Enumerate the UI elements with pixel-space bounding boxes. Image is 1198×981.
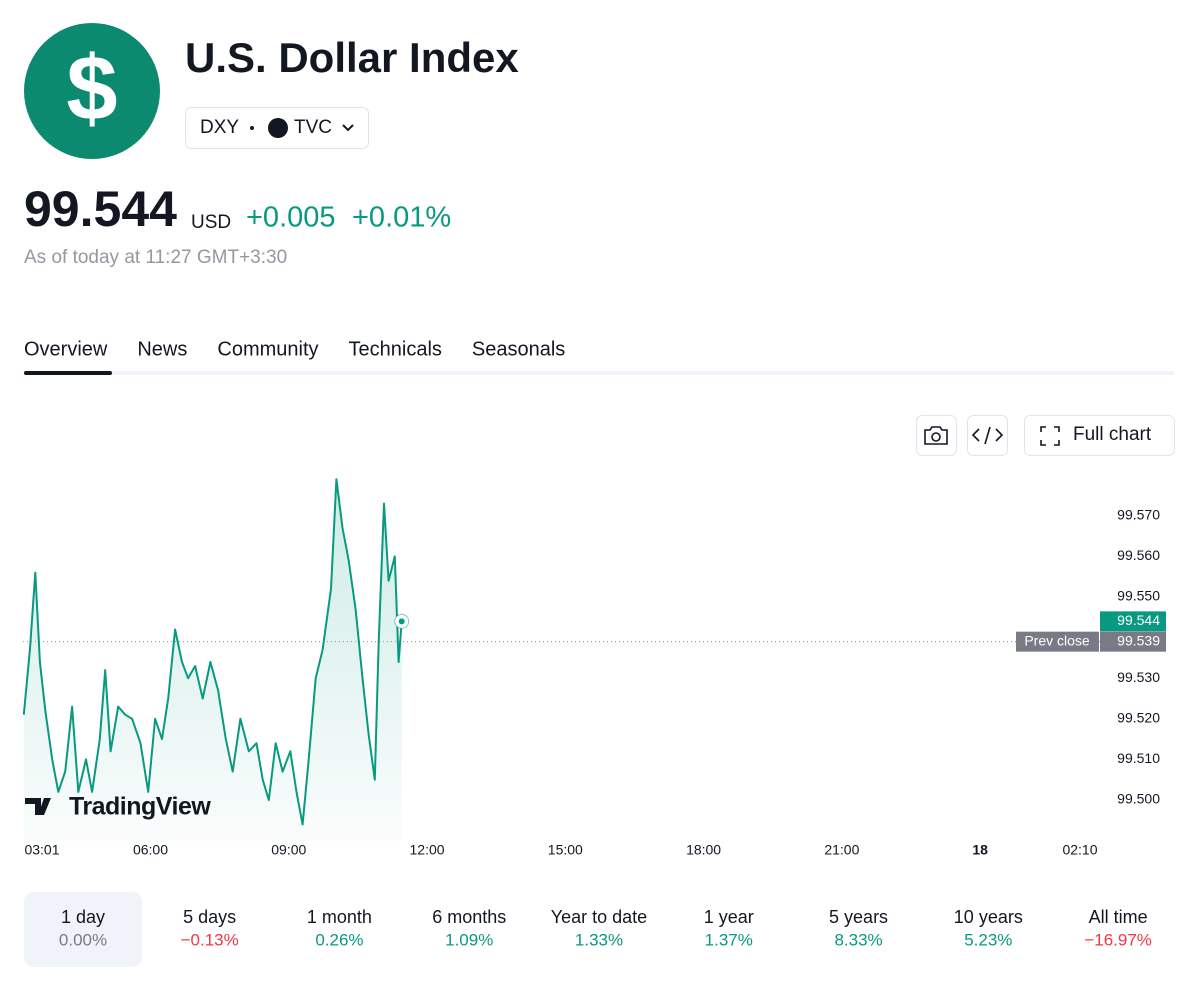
x-tick-label: 21:00	[824, 842, 859, 858]
y-tick-label: 99.530	[1117, 669, 1160, 685]
x-tick-label: 03:01	[24, 842, 59, 858]
period-active-bg	[24, 892, 142, 967]
period-label[interactable]: 1 day	[61, 907, 105, 927]
x-tick-label: 15:00	[548, 842, 583, 858]
tab[interactable]: Seasonals	[472, 338, 565, 360]
exchange-logo	[268, 118, 288, 138]
symbol-logo	[24, 23, 160, 159]
period-change: 1.09%	[445, 930, 493, 949]
symbol-icon: $	[66, 37, 117, 139]
tab[interactable]: Community	[217, 338, 318, 360]
last-point	[398, 618, 405, 625]
period-change: 5.23%	[964, 930, 1012, 949]
prev-close-value: 99.539	[1117, 632, 1160, 648]
last-price-box	[1100, 611, 1166, 632]
snapshot-button[interactable]	[916, 415, 957, 456]
currency: USD	[191, 212, 231, 233]
period-change: 1.37%	[705, 930, 753, 949]
tab[interactable]: News	[137, 338, 187, 360]
code-icon	[971, 426, 1004, 445]
prev-close-tag	[1016, 631, 1099, 652]
ticker: DXY	[200, 117, 239, 138]
tab[interactable]: Technicals	[349, 338, 442, 360]
change: +0.005	[246, 202, 336, 234]
period-change: 8.33%	[834, 930, 882, 949]
watermark-logo	[25, 798, 51, 815]
period-label[interactable]: Year to date	[551, 907, 647, 927]
y-tick-label: 99.510	[1117, 750, 1160, 766]
expand-icon	[1040, 426, 1060, 446]
period-label[interactable]: 1 month	[307, 907, 372, 927]
camera-icon	[924, 426, 948, 445]
chevron	[342, 124, 354, 132]
last-price-label: 99.544	[1117, 612, 1160, 628]
period-label[interactable]: 1 year	[704, 907, 754, 927]
prev-close-box	[1100, 631, 1166, 652]
y-tick-label: 99.560	[1117, 547, 1160, 563]
x-tick-label: 12:00	[410, 842, 445, 858]
period-label[interactable]: 10 years	[954, 907, 1023, 927]
x-tick-label: 02:10	[1062, 842, 1097, 858]
period-change: 0.00%	[59, 930, 107, 949]
x-tick-label: 18:00	[686, 842, 721, 858]
x-tick-label: 09:00	[271, 842, 306, 858]
tab-underline	[24, 371, 112, 375]
camera-lens	[931, 432, 941, 442]
separator	[250, 126, 254, 130]
period-label[interactable]: 6 months	[432, 907, 506, 927]
price-line	[22, 478, 403, 826]
period-change: 0.26%	[315, 930, 363, 949]
y-tick-label: 99.500	[1117, 791, 1160, 807]
full-chart-button[interactable]	[1024, 415, 1175, 456]
x-tick-label: 06:00	[133, 842, 168, 858]
exchange: TVC	[294, 117, 332, 138]
y-tick-label: 99.550	[1117, 588, 1160, 604]
change-percent: +0.01%	[352, 202, 451, 234]
period-label[interactable]: All time	[1089, 907, 1148, 927]
timestamp: As of today at 11:27 GMT+3:30	[24, 247, 287, 268]
period-change: −0.13%	[181, 930, 239, 949]
area	[23, 479, 402, 841]
period-change: 1.33%	[575, 930, 623, 949]
period-label[interactable]: 5 days	[183, 907, 236, 927]
x-tick-label: 18	[972, 842, 988, 858]
y-tick-label: 99.520	[1117, 710, 1160, 726]
price: 99.544	[24, 181, 177, 237]
tab[interactable]: Overview	[24, 338, 108, 360]
prev-close-tag-label: Prev close	[1024, 632, 1090, 648]
title: U.S. Dollar Index	[185, 34, 519, 81]
y-tick-label: 99.570	[1117, 507, 1160, 523]
watermark: TradingView	[69, 793, 211, 821]
period-label[interactable]: 5 years	[829, 907, 888, 927]
tab-rail	[24, 371, 1174, 375]
period-change: −16.97%	[1084, 930, 1152, 949]
full-chart-label: Full chart	[1073, 424, 1152, 445]
